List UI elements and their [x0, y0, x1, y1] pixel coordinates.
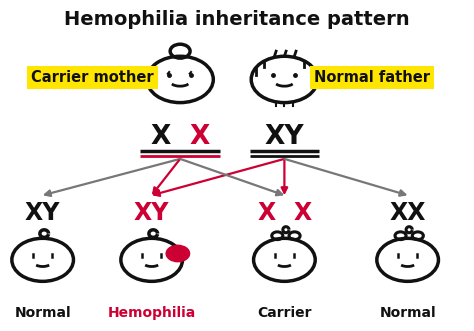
Text: X: X: [190, 124, 210, 150]
Text: XY: XY: [134, 202, 169, 225]
Text: Normal: Normal: [379, 306, 436, 320]
Text: X: X: [257, 202, 275, 225]
Text: Hemophilia inheritance pattern: Hemophilia inheritance pattern: [64, 10, 410, 29]
Text: Hemophilia: Hemophilia: [108, 306, 196, 320]
Text: XX: XX: [389, 202, 426, 225]
Text: Carrier mother: Carrier mother: [31, 70, 154, 85]
Circle shape: [166, 245, 190, 262]
Polygon shape: [172, 245, 184, 251]
Text: XY: XY: [264, 124, 304, 150]
Text: X: X: [293, 202, 311, 225]
Text: Carrier: Carrier: [257, 306, 311, 320]
Text: X: X: [150, 124, 170, 150]
Text: Normal: Normal: [14, 306, 71, 320]
Text: Normal father: Normal father: [314, 70, 430, 85]
Text: XY: XY: [25, 202, 60, 225]
